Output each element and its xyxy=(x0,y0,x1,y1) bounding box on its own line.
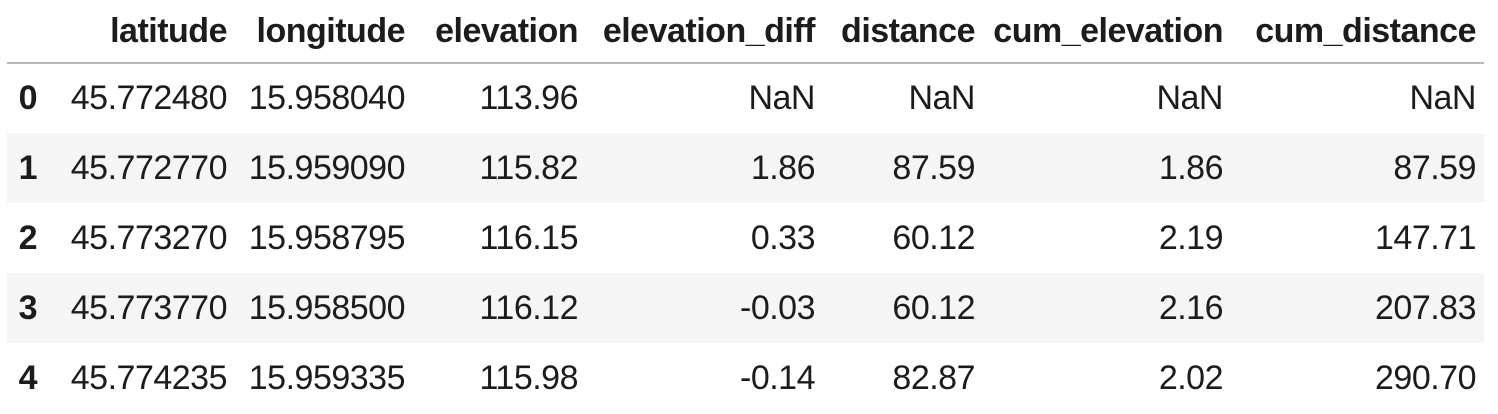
cell-latitude: 45.774235 xyxy=(70,358,228,397)
cell-cum_distance: 207.83 xyxy=(1375,288,1477,327)
header-row: latitude longitude elevation elevation_diff… xyxy=(7,0,1484,64)
cell-latitude: 45.773770 xyxy=(70,288,228,327)
cell-cum_distance: NaN xyxy=(1409,79,1476,117)
row-index: 3 xyxy=(18,288,38,327)
cell-elevation: 115.98 xyxy=(479,358,579,397)
cell-cum_distance: 290.70 xyxy=(1375,358,1477,397)
cell-elevation_diff: 0.33 xyxy=(750,218,816,257)
cell-cum_elevation: 1.86 xyxy=(1158,148,1224,187)
cell-longitude: 15.958500 xyxy=(248,288,406,327)
cell-cum_distance: 87.59 xyxy=(1393,148,1476,187)
table-row: 1 45.772770 15.959090 115.82 1.86 87.59 1.86 87… xyxy=(7,133,1484,203)
cell-elevation_diff: -0.14 xyxy=(740,358,816,397)
cell-distance: NaN xyxy=(908,79,975,117)
column-header-elevation: elevation xyxy=(413,0,586,64)
row-index: 4 xyxy=(18,358,38,397)
cell-elevation: 115.82 xyxy=(479,148,579,187)
column-header-elevation_diff: elevation_diff xyxy=(586,0,823,64)
cell-distance: 60.12 xyxy=(892,218,975,257)
column-header-distance: distance xyxy=(823,0,983,64)
cell-elevation_diff: NaN xyxy=(748,79,815,117)
cell-cum_elevation: 2.16 xyxy=(1158,288,1224,327)
cell-longitude: 15.958040 xyxy=(248,79,406,117)
cell-cum_elevation: 2.02 xyxy=(1158,358,1224,397)
cell-longitude: 15.959335 xyxy=(248,358,406,397)
row-index: 1 xyxy=(18,148,38,187)
cell-latitude: 45.773270 xyxy=(70,218,228,257)
cell-cum_elevation: 2.19 xyxy=(1158,218,1224,257)
cell-elevation: 116.15 xyxy=(479,218,579,257)
cell-elevation_diff: -0.03 xyxy=(740,288,816,327)
cell-cum_distance: 147.71 xyxy=(1375,218,1477,257)
cell-latitude: 45.772770 xyxy=(70,148,228,187)
table-header: latitude longitude elevation elevation_diff… xyxy=(7,0,1484,64)
table-row: 4 45.774235 15.959335 115.98 -0.14 82.87 2.02 2… xyxy=(7,343,1484,413)
index-column-header xyxy=(7,0,45,64)
cell-elevation: 116.12 xyxy=(479,288,579,327)
row-index: 2 xyxy=(18,218,38,257)
cell-cum_elevation: NaN xyxy=(1156,79,1223,117)
table-row: 3 45.773770 15.958500 116.12 -0.03 60.12 2.16 2… xyxy=(7,273,1484,343)
cell-distance: 60.12 xyxy=(892,288,975,327)
cell-distance: 82.87 xyxy=(892,358,975,397)
dataframe-table: latitude longitude elevation elevation_diff… xyxy=(7,0,1484,413)
table-row: 0 45.772480 15.958040 113.96 NaN NaN NaN NaN xyxy=(7,63,1484,133)
cell-distance: 87.59 xyxy=(892,148,975,187)
row-index: 0 xyxy=(18,79,38,117)
column-header-cum_distance: cum_distance xyxy=(1231,0,1484,64)
cell-longitude: 15.958795 xyxy=(248,218,406,257)
cell-elevation: 113.96 xyxy=(479,79,579,117)
table-row: 2 45.773270 15.958795 116.15 0.33 60.12 2.19 14… xyxy=(7,203,1484,273)
table-body: 0 45.772480 15.958040 113.96 NaN NaN NaN NaN 1 45… xyxy=(7,63,1484,413)
column-header-latitude: latitude xyxy=(45,0,235,64)
column-header-cum_elevation: cum_elevation xyxy=(983,0,1231,64)
cell-latitude: 45.772480 xyxy=(70,79,228,117)
cell-elevation_diff: 1.86 xyxy=(750,148,816,187)
column-header-longitude: longitude xyxy=(235,0,413,64)
cell-longitude: 15.959090 xyxy=(248,148,406,187)
